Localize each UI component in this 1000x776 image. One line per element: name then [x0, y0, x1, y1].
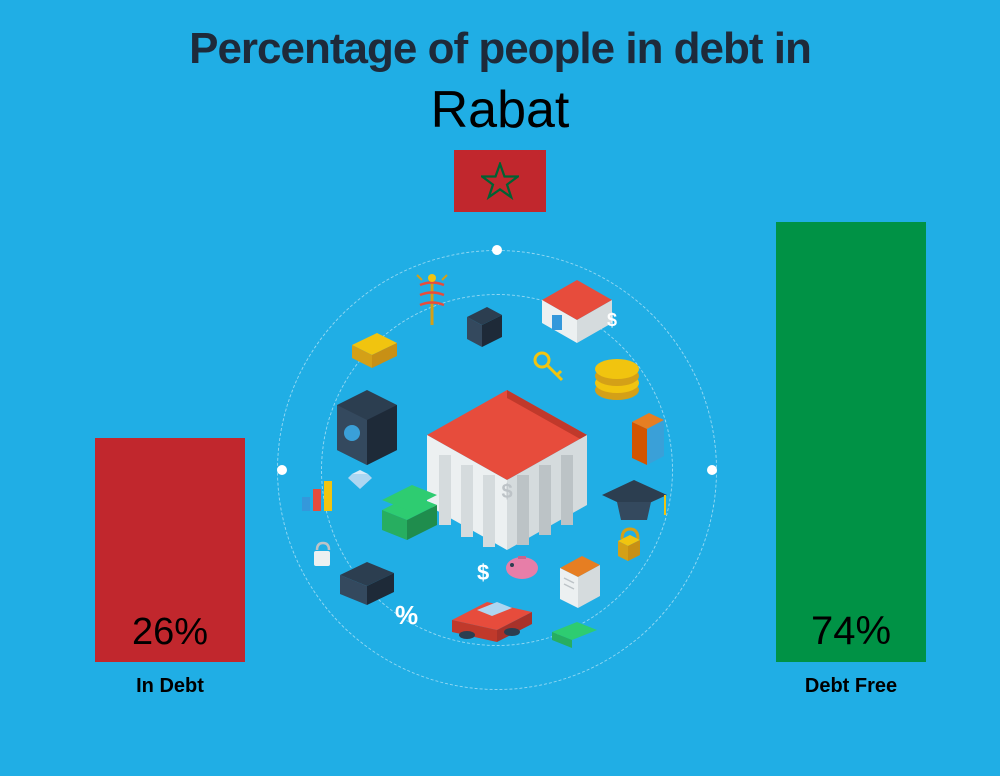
bar-label: In Debt: [95, 675, 245, 698]
bar-value: 74%: [811, 609, 891, 662]
safe-icon: [332, 385, 402, 465]
piggy-bank-icon: [502, 550, 542, 582]
money-stack-icon: [372, 480, 442, 550]
svg-text:$: $: [501, 481, 512, 503]
percent-icon: %: [392, 600, 422, 630]
bar-in-debt: 26%: [95, 438, 245, 662]
bar-chart-icon: [297, 475, 342, 515]
key-icon: [532, 350, 567, 385]
envelope-icon: [347, 330, 402, 370]
dollar-sign-icon: $: [607, 310, 617, 331]
calculator-icon: [462, 305, 507, 350]
bar-label: Debt Free: [776, 675, 926, 698]
page-title: Percentage of people in debt in: [0, 24, 1000, 74]
coins-icon: [587, 345, 647, 405]
svg-text:%: %: [395, 600, 418, 630]
smartphone-icon: [627, 410, 669, 470]
padlock-icon: [612, 525, 644, 565]
car-icon: [437, 590, 547, 650]
bar-debt-free: 74%: [776, 222, 926, 662]
flag-star-icon: [481, 162, 519, 200]
dollar-bill-icon: [547, 620, 602, 652]
bar-value: 26%: [132, 611, 208, 662]
orbit-dot: [492, 245, 502, 255]
caduceus-icon: [412, 270, 452, 330]
flag-background: [454, 150, 546, 212]
clipboard-icon: [552, 550, 607, 615]
morocco-flag: [454, 150, 546, 212]
page-subtitle: Rabat: [0, 80, 1000, 140]
house-icon: [537, 275, 617, 345]
finance-illustration: $: [277, 250, 717, 690]
diamond-icon: [347, 468, 373, 490]
dollar-sign-icon: $: [477, 560, 489, 586]
orbit-dot: [277, 465, 287, 475]
bank-building-icon: $: [417, 380, 597, 560]
graduation-cap-icon: [597, 475, 672, 525]
padlock-small-icon: [310, 540, 334, 570]
orbit-dot: [707, 465, 717, 475]
